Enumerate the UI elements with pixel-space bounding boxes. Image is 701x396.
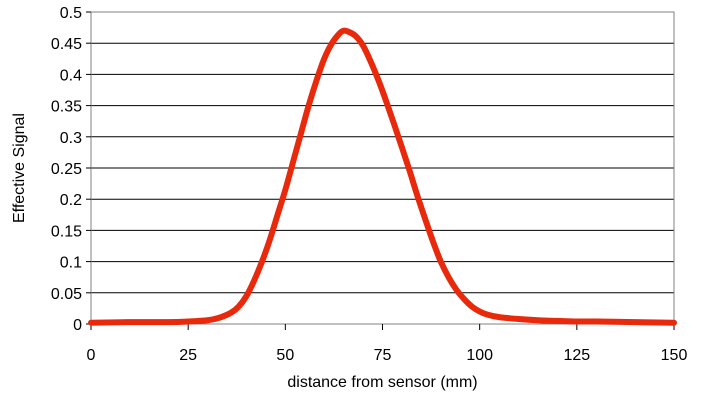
x-tick-label: 0 <box>87 347 96 364</box>
x-tick-label: 100 <box>466 347 493 364</box>
x-tick-label: 150 <box>661 347 688 364</box>
y-tick-label: 0.05 <box>51 286 82 303</box>
y-tick-label: 0.25 <box>51 161 82 178</box>
x-axis-title: distance from sensor (mm) <box>287 374 477 391</box>
gridlines <box>91 11 674 325</box>
y-tick-label: 0.4 <box>60 67 82 84</box>
y-tick-label: 0.2 <box>60 192 82 209</box>
y-tick-label: 0.15 <box>51 223 82 240</box>
series-layer <box>88 27 677 326</box>
y-axis-ticks: 0 0.05 0.1 0.15 0.2 0.25 0.3 0.35 0.4 0.45 0.5 <box>51 5 91 334</box>
x-tick-label: 75 <box>374 347 392 364</box>
x-tick-label: 125 <box>563 347 590 364</box>
y-tick-label: 0.5 <box>60 5 82 22</box>
y-tick-label: 0 <box>73 317 82 334</box>
y-tick-label: 0.1 <box>60 255 82 272</box>
x-axis-ticks: 0 25 50 75 100 125 150 <box>87 324 688 364</box>
x-tick-label: 50 <box>276 347 294 364</box>
y-tick-label: 0.35 <box>51 99 82 116</box>
y-tick-label: 0.3 <box>60 130 82 147</box>
y-axis-title: Effective Signal <box>11 113 28 223</box>
series-line <box>88 27 677 326</box>
x-tick-label: 25 <box>179 347 197 364</box>
y-tick-label: 0.45 <box>51 36 82 53</box>
